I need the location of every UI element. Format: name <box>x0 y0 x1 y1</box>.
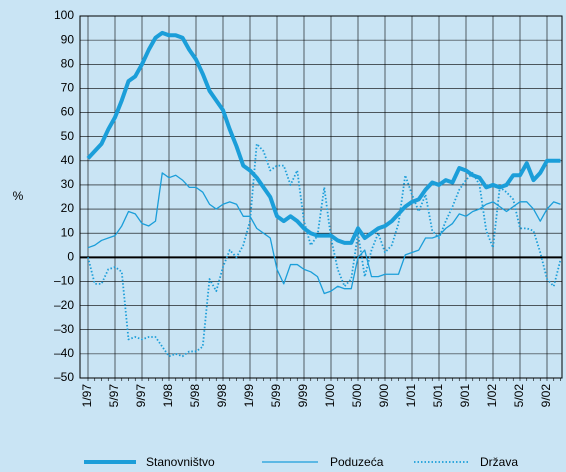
x-tick-label: 5/00 <box>350 384 364 408</box>
x-tick-label: 9/97 <box>134 384 148 408</box>
y-tick-label: 80 <box>61 56 75 70</box>
x-tick-label: 1/01 <box>404 384 418 408</box>
y-tick-label: –30 <box>54 322 74 336</box>
y-tick-label: –20 <box>54 298 74 312</box>
x-tick-label: 5/01 <box>431 384 445 408</box>
x-tick-label: 9/00 <box>377 384 391 408</box>
x-tick-label: 1/00 <box>323 384 337 408</box>
y-tick-label: 40 <box>61 153 75 167</box>
x-tick-label: 9/01 <box>458 384 472 408</box>
series-line <box>87 172 561 295</box>
legend-label: Država <box>480 455 518 469</box>
y-tick-label: 0 <box>67 250 74 264</box>
x-tick-label: 5/99 <box>269 384 283 408</box>
x-tick-label: 9/02 <box>539 384 553 408</box>
y-tick-label: 60 <box>61 105 75 119</box>
x-tick-label: 5/02 <box>512 384 526 408</box>
x-tick-label: 1/99 <box>242 384 256 408</box>
x-tick-label: 1/02 <box>485 384 499 408</box>
y-tick-label: 70 <box>61 81 75 95</box>
y-tick-label: 30 <box>61 177 75 191</box>
y-tick-label: 50 <box>61 129 75 143</box>
series-line <box>86 30 561 245</box>
x-tick-label: 5/98 <box>188 384 202 408</box>
y-tick-label: 10 <box>61 225 75 239</box>
x-tick-label: 9/98 <box>215 384 229 408</box>
y-tick-label: 100 <box>54 8 74 22</box>
y-tick-label: –10 <box>54 274 74 288</box>
y-tick-label: –40 <box>54 346 74 360</box>
x-tick-label: 1/98 <box>161 384 175 408</box>
legend-label: Poduzeća <box>330 455 384 469</box>
y-tick-label: 20 <box>61 201 75 215</box>
legend-label: Stanovništvo <box>146 455 215 469</box>
y-axis-label: % <box>13 189 24 203</box>
x-tick-label: 5/97 <box>107 384 121 408</box>
y-tick-label: 90 <box>61 32 75 46</box>
x-tick-label: 9/99 <box>296 384 310 408</box>
y-tick-label: –50 <box>54 370 74 384</box>
x-tick-label: 1/97 <box>80 384 94 408</box>
